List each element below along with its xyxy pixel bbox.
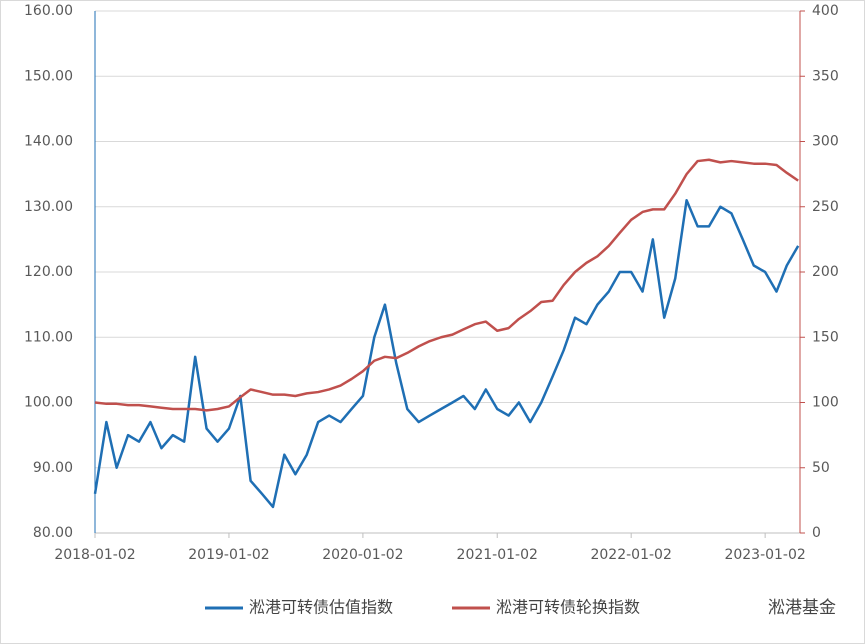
legend-label: 淞港可转债轮换指数 <box>496 598 640 617</box>
y-tick-label: 100.00 <box>24 395 73 411</box>
x-tick-label: 2023-01-02 <box>724 547 805 563</box>
y2-tick-label: 0 <box>812 525 821 541</box>
y2-tick-label: 250 <box>812 199 839 215</box>
y-tick-label: 80.00 <box>33 525 73 541</box>
y2-tick-label: 400 <box>812 3 839 19</box>
y2-tick-label: 50 <box>812 460 830 476</box>
y2-tick-label: 100 <box>812 395 839 411</box>
y-tick-label: 150.00 <box>24 68 73 84</box>
y-tick-label: 90.00 <box>33 460 73 476</box>
x-tick-label: 2022-01-02 <box>590 547 671 563</box>
series-line <box>93 198 800 509</box>
y-tick-label: 110.00 <box>24 329 73 345</box>
y2-tick-label: 200 <box>812 264 839 280</box>
y-tick-label: 120.00 <box>24 264 73 280</box>
y-tick-label: 130.00 <box>24 199 73 215</box>
watermark: 淞港基金 <box>768 598 836 618</box>
x-tick-label: 2018-01-02 <box>54 547 135 563</box>
y2-tick-label: 350 <box>812 68 839 84</box>
y-tick-label: 140.00 <box>24 134 73 150</box>
x-tick-label: 2019-01-02 <box>188 547 269 563</box>
x-tick-label: 2021-01-02 <box>457 547 538 563</box>
legend-label: 淞港可转债估值指数 <box>249 598 393 617</box>
y2-tick-label: 150 <box>812 329 839 345</box>
series-line <box>94 158 799 412</box>
y-tick-label: 160.00 <box>24 3 73 19</box>
x-tick-label: 2020-01-02 <box>322 547 403 563</box>
y2-tick-label: 300 <box>812 134 839 150</box>
